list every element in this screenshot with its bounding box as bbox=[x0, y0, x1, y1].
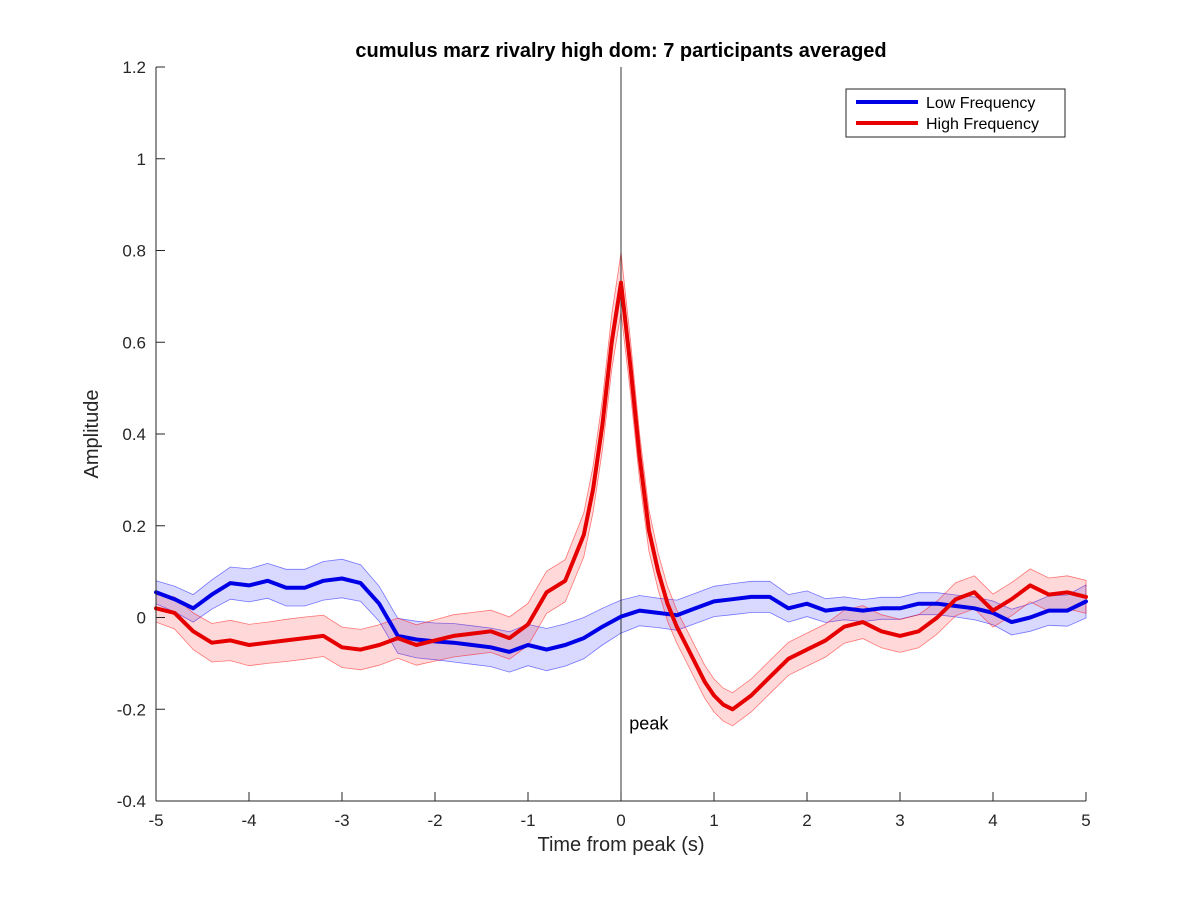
y-axis-label: Amplitude bbox=[81, 390, 103, 479]
plot-area: peak bbox=[154, 67, 1088, 801]
y-tick-label: 0.4 bbox=[122, 425, 146, 444]
x-tick-label: 5 bbox=[1081, 811, 1090, 830]
y-tick-label: -0.2 bbox=[117, 700, 146, 719]
y-tick-label: 0 bbox=[137, 609, 146, 628]
y-tick-label: 1.2 bbox=[122, 58, 146, 77]
x-tick-label: 2 bbox=[802, 811, 811, 830]
x-tick-label: 4 bbox=[988, 811, 997, 830]
y-tick-label: 1 bbox=[137, 150, 146, 169]
legend-label-0: Low Frequency bbox=[926, 95, 1035, 112]
legend-box bbox=[845, 88, 1066, 138]
axes: -5 -4 -3 -2 -1 0 1 2 3 4 5 -0.4 -0.2 0 0.2 0.4 0.6 0.8 1 1.… bbox=[117, 58, 1091, 830]
legend: Low Frequency High Frequency bbox=[845, 88, 1066, 138]
x-tick-label: 3 bbox=[895, 811, 904, 830]
x-tick-label: -3 bbox=[334, 811, 349, 830]
x-tick-label: -1 bbox=[520, 811, 535, 830]
error-band-1 bbox=[155, 252, 1087, 727]
y-tick-label: 0.6 bbox=[122, 333, 146, 352]
x-tick-label: 0 bbox=[616, 811, 625, 830]
annotation-peak: peak bbox=[629, 714, 669, 734]
x-axis-label: Time from peak (s) bbox=[537, 834, 704, 856]
chart-title: cumulus marz rivalry high dom: 7 partici… bbox=[355, 40, 886, 62]
x-tick-label: -4 bbox=[241, 811, 256, 830]
legend-label-1: High Frequency bbox=[926, 116, 1039, 133]
series-line-1 bbox=[154, 280, 1088, 712]
x-tick-label: -5 bbox=[148, 811, 163, 830]
x-tick-label: 1 bbox=[709, 811, 718, 830]
y-tick-label: -0.4 bbox=[117, 792, 146, 811]
series-line-0 bbox=[154, 576, 1088, 654]
y-tick-label: 0.8 bbox=[122, 242, 146, 261]
y-tick-label: 0.2 bbox=[122, 517, 146, 536]
x-tick-label: -2 bbox=[427, 811, 442, 830]
